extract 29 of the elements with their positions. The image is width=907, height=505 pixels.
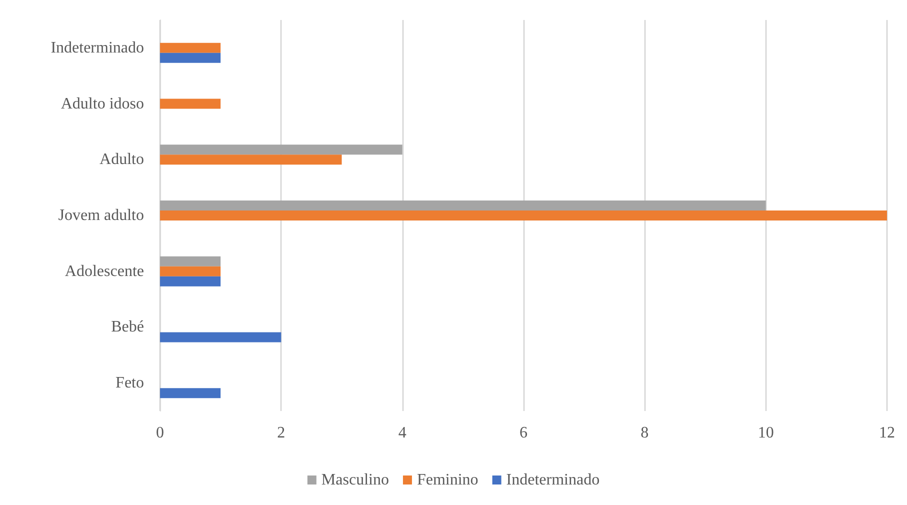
bar: [160, 98, 221, 109]
y-tick-label: Adulto: [100, 151, 144, 168]
bar: [160, 388, 221, 398]
y-tick-label: Adolescente: [64, 262, 144, 280]
x-tick-label: 6: [520, 424, 528, 442]
y-tick-label: Adulto idoso: [60, 95, 144, 112]
x-tick-label: 8: [640, 424, 649, 442]
x-tick-label: 2: [277, 424, 286, 442]
bar: [160, 276, 221, 286]
bar: [160, 210, 887, 220]
legend-label: Masculino: [321, 472, 389, 488]
bar: [160, 154, 342, 165]
x-tick-label: 4: [398, 424, 406, 442]
x-tick-label: 10: [758, 424, 774, 442]
y-tick-label: Feto: [116, 374, 144, 392]
y-tick-label: Bebé: [111, 318, 144, 336]
bar: [160, 266, 221, 276]
bar: [160, 256, 221, 266]
bar: [160, 144, 402, 155]
x-tick-label: 0: [156, 424, 164, 442]
x-tick-label: 12: [879, 424, 895, 442]
legend-label: Feminino: [416, 472, 478, 488]
bar: [160, 200, 766, 210]
bar: [160, 52, 221, 63]
legend-label: Indeterminado: [506, 472, 600, 488]
y-tick-label: Indeterminado: [50, 39, 144, 56]
bar: [160, 332, 282, 342]
y-tick-label: Jovem adulto: [58, 207, 144, 224]
bar: [160, 42, 221, 53]
